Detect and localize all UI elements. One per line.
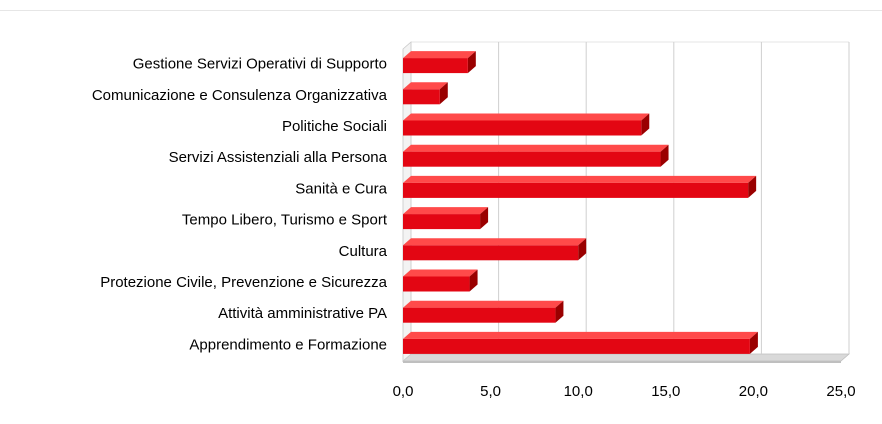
bar-apprendimento-e-formazione-end [749,331,758,354]
bar-politiche-sociali-end [641,113,650,136]
x-tick-label: 10,0 [564,383,593,400]
x-tick-label: 5,0 [480,383,501,400]
bar-sanita-e-cura [403,175,757,198]
bar-gestione-servizi-operativi-di-supporto-top [403,51,476,59]
floor-edge [403,361,841,363]
category-label-attivita-amministrative-pa: Attività amministrative PA [218,305,387,322]
x-tick-label: 0,0 [393,383,414,400]
bar-politiche-sociali-top [403,113,650,121]
category-label-politiche-sociali: Politiche Sociali [282,118,387,135]
bar-servizi-assistenziali-alla-persona-top [403,144,669,152]
bar-cultura [403,238,587,261]
bar-cultura-front [403,245,579,261]
bar-protezione-civile-prevenzione-e-sicurezza [403,269,478,292]
bar-gestione-servizi-operativi-di-supporto-front [403,58,468,74]
bar-comunicazione-e-consulenza-organizzativa-top [403,82,448,90]
top-divider-line [0,10,882,11]
chart-floor [401,353,851,363]
bar-apprendimento-e-formazione [403,331,758,354]
bar-protezione-civile-prevenzione-e-sicurezza-front [403,276,470,292]
bar-attivita-amministrative-pa [403,300,564,323]
bar-attivita-amministrative-pa-end [555,300,564,323]
bar-apprendimento-e-formazione-top [403,331,758,339]
bar-comunicazione-e-consulenza-organizzativa-front [403,89,440,105]
bar-sanita-e-cura-end [748,175,757,198]
bar-tempo-libero-turismo-e-sport-top [403,207,489,215]
bar-cultura-end [578,238,587,261]
bar-apprendimento-e-formazione-front [403,338,750,354]
category-label-apprendimento-e-formazione: Apprendimento e Formazione [189,336,387,353]
bar-gestione-servizi-operativi-di-supporto-end [467,51,476,74]
bar-protezione-civile-prevenzione-e-sicurezza-end [469,269,478,292]
bar-cultura-top [403,238,587,246]
bar-politiche-sociali [403,113,650,136]
bar-protezione-civile-prevenzione-e-sicurezza-top [403,269,478,277]
bar-tempo-libero-turismo-e-sport-end [480,207,489,230]
category-label-gestione-servizi-operativi-di-supporto: Gestione Servizi Operativi di Supporto [133,56,387,73]
category-label-cultura: Cultura [339,243,388,260]
x-tick-label: 15,0 [651,383,680,400]
category-labels: Gestione Servizi Operativi di Supporto Co… [92,56,388,354]
bar-servizi-assistenziali-alla-persona-front [403,151,661,167]
bar-servizi-assistenziali-alla-persona [403,144,669,167]
x-axis-ticks: 0,0 5,0 10,0 15,0 20,0 25,0 [393,383,856,400]
category-label-sanita-e-cura: Sanità e Cura [295,180,387,197]
bar-attivita-amministrative-pa-top [403,300,564,308]
x-tick-label: 20,0 [739,383,768,400]
bar-tempo-libero-turismo-e-sport-front [403,214,481,230]
floor-top [401,353,851,362]
bar-tempo-libero-turismo-e-sport [403,207,489,230]
bar-comunicazione-e-consulenza-organizzativa [403,82,448,105]
bar-comunicazione-e-consulenza-organizzativa-end [439,82,448,105]
bar-sanita-e-cura-top [403,175,757,183]
category-label-servizi-assistenziali-alla-persona: Servizi Assistenziali alla Persona [169,149,388,166]
category-label-protezione-civile-prevenzione-e-sicurezza: Protezione Civile, Prevenzione e Sicurez… [100,274,387,291]
bar-politiche-sociali-front [403,120,642,136]
bars [403,51,758,354]
category-label-comunicazione-e-consulenza-organizzativa: Comunicazione e Consulenza Organizzativa [92,87,388,104]
bar-attivita-amministrative-pa-front [403,307,556,323]
bar-servizi-assistenziali-alla-persona-end [660,144,669,167]
category-label-tempo-libero-turismo-e-sport: Tempo Libero, Turismo e Sport [182,212,388,229]
bar-sanita-e-cura-front [403,182,749,198]
x-tick-label: 25,0 [826,383,855,400]
bar-gestione-servizi-operativi-di-supporto [403,51,476,74]
